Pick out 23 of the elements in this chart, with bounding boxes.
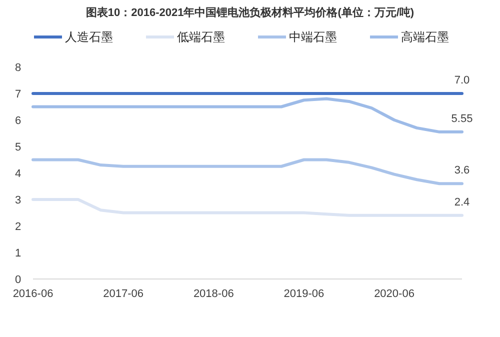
legend-label: 高端石墨: [401, 30, 449, 44]
chart-title: 图表10：2016-2021年中国锂电池负极材料平均价格(单位：万元/吨): [86, 6, 414, 19]
y-tick-label: 7: [14, 88, 22, 100]
x-tick-label: 2019-06: [284, 288, 324, 300]
y-tick-label: 1: [14, 248, 22, 260]
x-tick-label: 2018-06: [193, 288, 234, 300]
x-tick-label: 2017-06: [103, 288, 144, 300]
data-label: 7.0: [454, 74, 470, 86]
data-label: 2.4: [454, 196, 470, 208]
y-tick-label: 0: [14, 274, 22, 286]
data-label: 5.55: [451, 112, 473, 125]
legend-label: 人造石墨: [65, 30, 113, 44]
y-tick-label: 5: [14, 142, 22, 154]
y-tick-label: 2: [14, 221, 22, 233]
y-tick-label: 8: [14, 62, 22, 74]
y-tick-label: 3: [14, 194, 22, 206]
y-tick-label: 4: [14, 168, 22, 180]
legend-label: 中端石墨: [289, 30, 337, 44]
legend-label: 低端石墨: [177, 30, 225, 44]
data-label: 3.6: [454, 164, 470, 177]
x-tick-label: 2020-06: [374, 288, 414, 300]
y-tick-label: 6: [14, 115, 22, 127]
x-tick-label: 2016-06: [12, 288, 54, 300]
